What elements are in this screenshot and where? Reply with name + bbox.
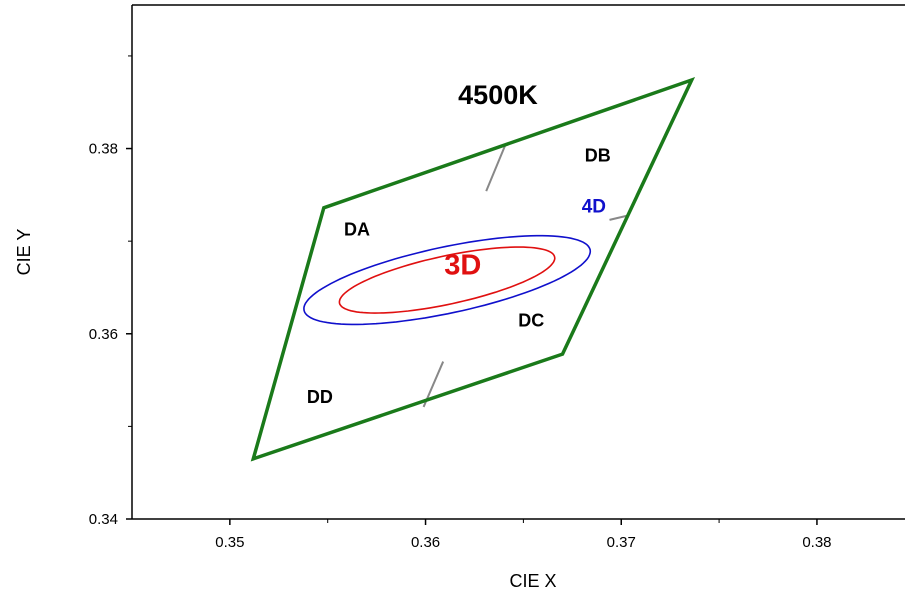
bin-label-dd: DD (307, 387, 333, 407)
bin-divider-line (485, 143, 507, 192)
plot-frame (131, 4, 905, 520)
y-tick-label: 0.34 (89, 511, 118, 528)
x-axis-ticks: 0.35 0.36 0.37 0.38 (215, 519, 832, 551)
x-tick-label: 0.36 (411, 534, 440, 551)
cct-label: 4500K (458, 80, 538, 110)
y-axis-title: CIE Y (14, 229, 34, 276)
y-axis-ticks: 0.34 0.36 0.38 (89, 55, 132, 528)
y-tick-label: 0.38 (89, 141, 118, 158)
macadam-ellipse-3d (338, 246, 556, 314)
x-tick-label: 0.38 (802, 534, 831, 551)
y-tick-label: 0.36 (89, 326, 118, 343)
x-axis-title: CIE X (509, 571, 556, 591)
bin-label-dc: DC (518, 310, 544, 330)
macadam-ellipse-4d (303, 234, 592, 326)
bin-label-db: DB (585, 146, 611, 166)
ellipse-label-4d: 4D (582, 196, 606, 217)
quadrangle-4500k (250, 76, 696, 462)
plot-area: 4500K 4D 3D DA DB DC DD (250, 76, 696, 462)
x-tick-label: 0.35 (215, 534, 244, 551)
x-tick-label: 0.37 (607, 534, 636, 551)
bin-label-da: DA (344, 220, 370, 240)
ellipse-label-3d: 3D (444, 250, 481, 282)
